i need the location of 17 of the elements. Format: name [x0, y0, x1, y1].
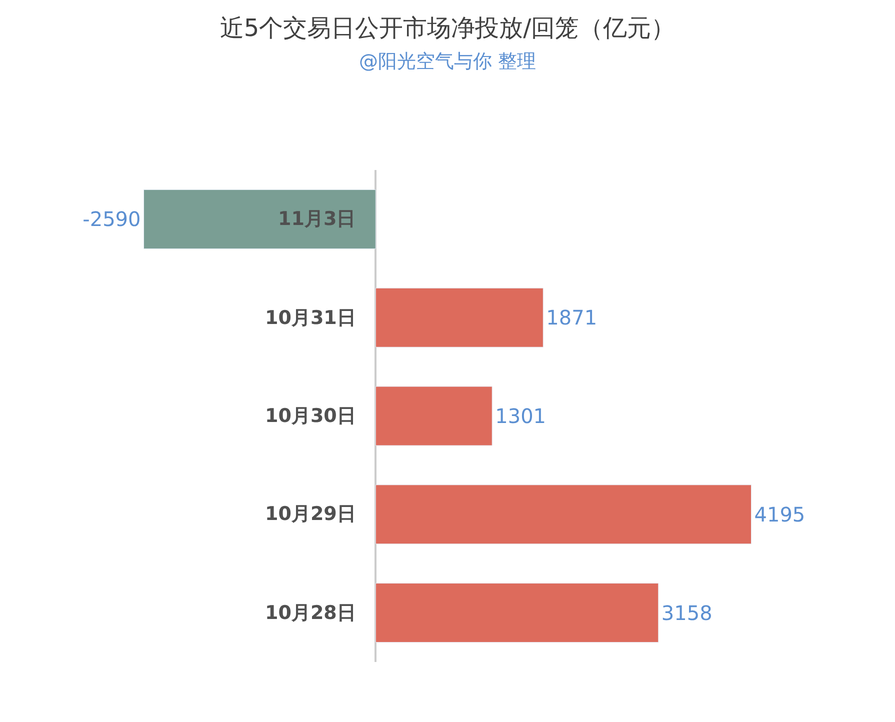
bar [144, 189, 376, 249]
y-tick-label: 10月29日 [265, 503, 356, 525]
bar [375, 583, 659, 643]
data-label: -2590 [82, 207, 141, 232]
chart-subtitle: @阳光空气与你 整理 [358, 50, 536, 72]
bar [375, 288, 544, 348]
bar [375, 484, 752, 544]
data-label: 4195 [754, 502, 806, 526]
data-label: 1871 [546, 306, 598, 330]
y-tick-label: 11月3日 [278, 208, 356, 230]
chart-title: 近5个交易日公开市场净投放/回笼（亿元） [220, 14, 676, 42]
y-tick-label: 10月31日 [265, 307, 356, 329]
y-tick-label: 10月28日 [265, 602, 356, 624]
bar [375, 386, 492, 446]
data-label: 3158 [661, 600, 712, 625]
data-label: 1301 [495, 404, 546, 428]
y-tick-label: 10月30日 [265, 405, 356, 427]
